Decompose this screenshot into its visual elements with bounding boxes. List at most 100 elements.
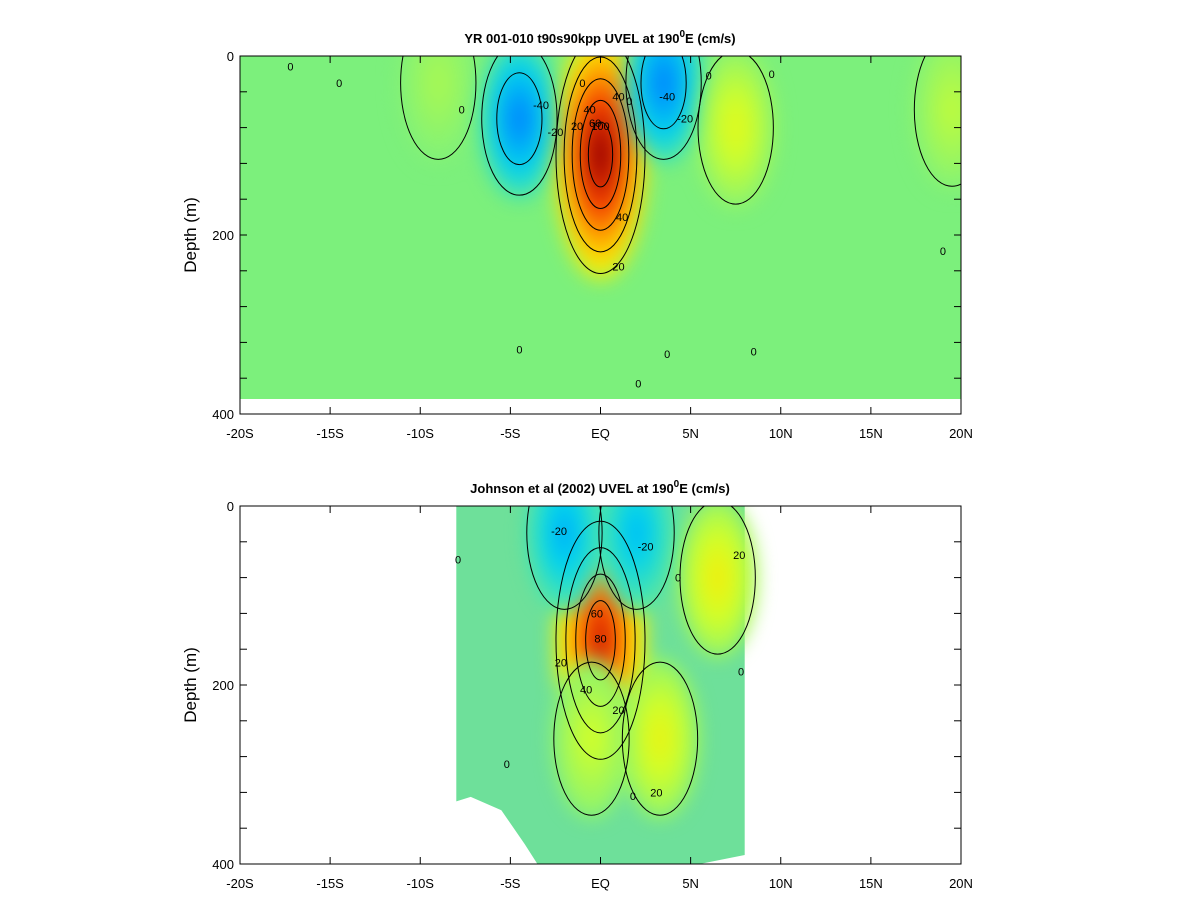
x-tick-label: 10N — [769, 426, 793, 441]
contour-label: -20 — [677, 114, 693, 126]
y-tick-label: 0 — [227, 499, 234, 514]
x-tick-label: -20S — [226, 426, 254, 441]
contour-label: 20 — [555, 658, 567, 670]
contour-line — [640, 56, 687, 130]
contour-label: 20 — [612, 705, 624, 717]
contour-label: 0 — [940, 246, 946, 258]
contour-label: 0 — [455, 555, 461, 567]
contour-label: 0 — [504, 759, 510, 771]
contour-line — [621, 661, 699, 816]
contour-label: 20 — [571, 121, 583, 133]
velocity-blob — [431, 69, 445, 97]
contour-line — [496, 72, 543, 166]
observed-uvel-panel: Johnson et al (2002) UVEL at 1900E (cm/s… — [181, 479, 973, 891]
x-tick-label: 5N — [682, 876, 699, 891]
y-tick-label: 400 — [212, 857, 234, 872]
model-uvel-panel: YR 001-010 t90s90kpp UVEL at 1900E (cm/s… — [181, 29, 973, 441]
contour-label: -20 — [638, 541, 654, 553]
x-tick-label: EQ — [591, 426, 610, 441]
contour-label: 40 — [584, 105, 596, 117]
contour-label: 0 — [626, 96, 632, 108]
contour-label: 0 — [579, 78, 585, 90]
contour-label: 0 — [751, 346, 757, 358]
contour-label: 0 — [769, 69, 775, 81]
velocity-blob — [592, 619, 609, 662]
contour-label: 60 — [591, 608, 603, 620]
y-axis-label: Depth (m) — [181, 647, 200, 723]
y-axis-label: Depth (m) — [181, 197, 200, 273]
contour-label: 80 — [594, 633, 606, 645]
contour-label: 0 — [675, 573, 681, 585]
velocity-blob — [711, 564, 725, 592]
contour-label: 20 — [650, 787, 662, 799]
contour-label: 0 — [738, 667, 744, 679]
contour-label: -40 — [533, 100, 549, 112]
contour-label: 0 — [664, 349, 670, 361]
x-tick-label: EQ — [591, 876, 610, 891]
contour-label: 0 — [706, 71, 712, 83]
velocity-blob — [512, 105, 526, 133]
contour-line — [565, 547, 636, 734]
contour-line — [553, 661, 630, 816]
contour-label: 20 — [733, 550, 745, 562]
velocity-blob — [557, 519, 572, 547]
contour-line — [679, 506, 756, 655]
x-tick-label: 20N — [949, 426, 973, 441]
velocity-blob — [729, 114, 743, 142]
x-tick-label: -15S — [316, 426, 344, 441]
x-tick-label: 15N — [859, 876, 883, 891]
panel-title: Johnson et al (2002) UVEL at 1900E (cm/s… — [470, 479, 730, 496]
contour-label: 60 — [589, 118, 601, 130]
contour-label: 0 — [516, 345, 522, 357]
velocity-blob — [653, 725, 667, 753]
velocity-blob — [592, 133, 609, 176]
x-tick-label: -15S — [316, 876, 344, 891]
contour-label: -40 — [659, 91, 675, 103]
x-tick-label: 10N — [769, 876, 793, 891]
contour-line — [526, 506, 603, 610]
panel-title: YR 001-010 t90s90kpp UVEL at 1900E (cm/s… — [464, 29, 735, 46]
contour-label: 0 — [336, 78, 342, 90]
x-tick-label: -5S — [500, 426, 521, 441]
contour-line — [555, 520, 646, 760]
x-tick-label: -10S — [407, 426, 435, 441]
velocity-blob — [629, 519, 644, 547]
velocity-blob — [945, 96, 959, 124]
contour-label: 20 — [612, 261, 624, 273]
contour-label: 0 — [287, 62, 293, 74]
velocity-field — [456, 506, 758, 864]
contour-line — [575, 573, 626, 707]
contour-label: 0 — [630, 791, 636, 803]
contour-label: -20 — [551, 526, 567, 538]
contour-line — [598, 506, 675, 610]
velocity-blob — [656, 69, 671, 97]
contour-label: -20 — [547, 127, 563, 139]
contour-line — [585, 600, 616, 681]
contour-label: 40 — [616, 212, 628, 224]
contour-line — [697, 56, 774, 205]
y-tick-label: 200 — [212, 228, 234, 243]
contour-label: 100 — [591, 121, 609, 133]
x-tick-label: 5N — [682, 426, 699, 441]
contour-label: 40 — [580, 684, 592, 696]
y-tick-label: 400 — [212, 407, 234, 422]
contour-line — [400, 56, 477, 160]
contour-line — [913, 56, 961, 187]
contour-line — [571, 78, 630, 231]
y-tick-label: 200 — [212, 678, 234, 693]
x-tick-label: -10S — [407, 876, 435, 891]
x-tick-label: -5S — [500, 876, 521, 891]
y-tick-label: 0 — [227, 49, 234, 64]
contour-line — [481, 56, 558, 196]
contour-label: 40 — [612, 91, 624, 103]
contour-line — [579, 99, 622, 210]
contour-label: 0 — [635, 379, 641, 391]
contour-label: 0 — [459, 105, 465, 117]
velocity-field — [240, 56, 961, 399]
contour-line — [587, 121, 614, 188]
contour-line — [555, 56, 646, 274]
x-tick-label: 20N — [949, 876, 973, 891]
x-tick-label: 15N — [859, 426, 883, 441]
x-tick-label: -20S — [226, 876, 254, 891]
